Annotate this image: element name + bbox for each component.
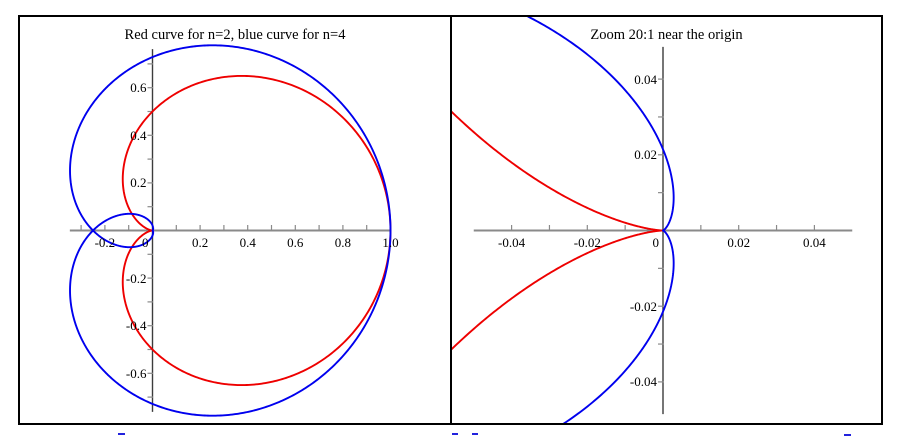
plot-panel-left[interactable]: -0.2 0.2 0.4 0.6 0.8 1.0 0.6 0.4 0.2 -0.2 -0.4 -0.6… bbox=[20, 17, 450, 423]
plot-svg-right bbox=[452, 17, 853, 423]
x-tick-label: 0.02 bbox=[727, 235, 751, 250]
y-tick-label: 0.2 bbox=[130, 175, 147, 191]
x-tick-label: -0.04 bbox=[498, 235, 526, 250]
y-tick-label: -0.04 bbox=[629, 374, 657, 390]
worksheet-bracket-mark bbox=[118, 433, 125, 435]
x-tick-label: 0.2 bbox=[191, 235, 209, 250]
x-tick-label: 0.04 bbox=[803, 235, 826, 250]
x-tick-label: 0.4 bbox=[239, 235, 256, 250]
y-tick-label: 0.4 bbox=[130, 127, 147, 143]
y-tick-label: -0.4 bbox=[125, 318, 147, 334]
x-tick-label: -0.2 bbox=[94, 235, 116, 250]
origin-label: 0 bbox=[652, 235, 660, 250]
curve-blue-curve bbox=[69, 44, 392, 417]
plot-svg-left bbox=[69, 44, 392, 417]
y-tick-label: 0.02 bbox=[634, 147, 657, 163]
x-tick-label: 0.6 bbox=[287, 235, 304, 250]
panel-divider bbox=[449, 15, 452, 425]
origin-label: 0 bbox=[142, 235, 149, 250]
x-tick-label: -0.02 bbox=[573, 235, 601, 250]
worksheet-bracket-mark bbox=[452, 433, 458, 435]
x-tick-label: 0.8 bbox=[334, 235, 352, 250]
worksheet-bracket-mark bbox=[472, 433, 478, 435]
y-tick-label: -0.6 bbox=[125, 365, 147, 381]
y-tick-label: 0.6 bbox=[130, 80, 147, 96]
plot-title-right: Zoom 20:1 near the origin bbox=[590, 27, 743, 43]
plot-area-left: -0.2 0.2 0.4 0.6 0.8 1.0 0.6 0.4 0.2 -0.2 -0.4 -0.6… bbox=[20, 17, 450, 423]
y-tick-label: -0.2 bbox=[125, 270, 147, 286]
plot-title-left: Red curve for n=2, blue curve for n=4 bbox=[124, 27, 346, 43]
worksheet-bracket-mark bbox=[844, 434, 851, 436]
y-tick-label: -0.02 bbox=[629, 298, 657, 314]
plot-area-right: -0.04 -0.02 0.02 0.04 0.04 0.02 -0.02 -0.04 0 bbox=[452, 17, 881, 423]
y-tick-label: 0.04 bbox=[634, 71, 657, 87]
plot-panel-right[interactable]: -0.04 -0.02 0.02 0.04 0.04 0.02 -0.02 -0.04 0 Zo… bbox=[452, 17, 881, 423]
curve-blue-curve bbox=[526, 17, 675, 423]
x-tick-label: 1.0 bbox=[382, 235, 399, 250]
